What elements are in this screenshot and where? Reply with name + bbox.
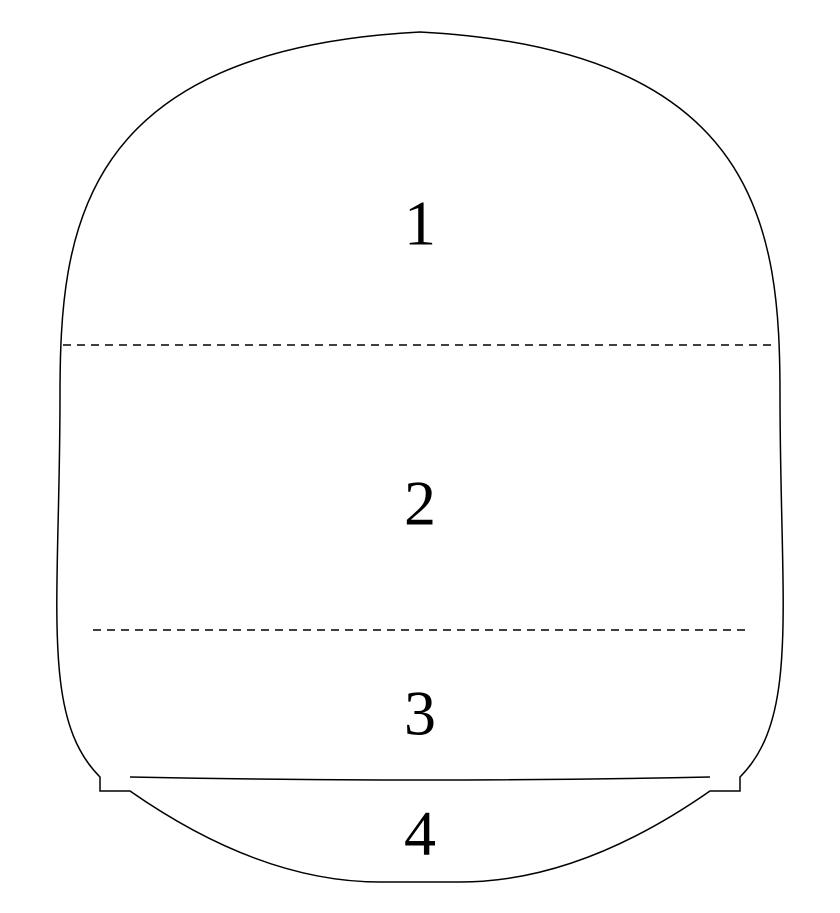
- tunnel-outline: [57, 32, 783, 882]
- floor-line: [130, 777, 710, 780]
- zone-label: 4: [404, 798, 436, 869]
- zone-label: 3: [404, 678, 436, 749]
- zone-label: 2: [404, 468, 436, 539]
- zone-label: 1: [404, 188, 436, 259]
